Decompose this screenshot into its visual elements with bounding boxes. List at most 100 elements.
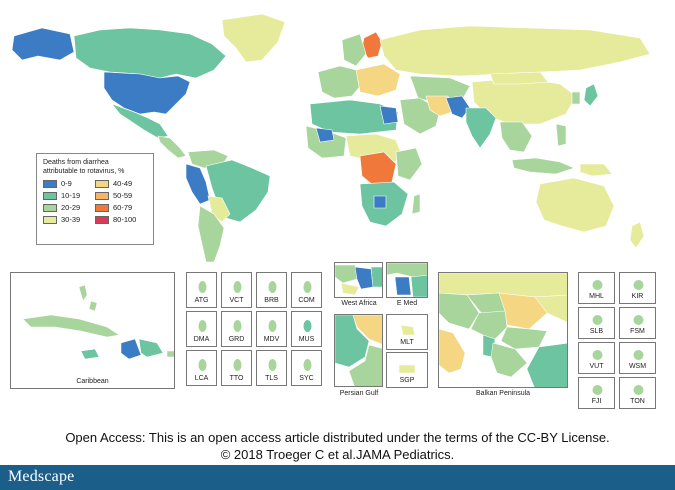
region-western-europe [317,65,363,99]
island-jamaica [80,348,100,360]
region-north-africa [309,99,399,135]
inset-tls: TLS [256,350,287,386]
island-map [592,280,603,290]
inset-label: MHL [589,293,604,300]
legend-swatch [43,191,57,200]
wa-country-1 [335,264,358,284]
island-map [303,281,312,293]
legend-label: 10-19 [61,191,81,200]
legend-grid: 0-9 40-49 10-19 50-59 20-29 60-79 30-39 [43,179,147,224]
island-shape [303,281,312,293]
inset-label: LCA [194,375,209,382]
legend-item-10-19: 10-19 [43,191,95,200]
island-map [303,359,312,371]
inset-ton: TON [619,377,656,409]
pg-country-1 [352,315,382,345]
inset-label-e-med: E Med [396,300,418,307]
legend-swatch [95,191,109,200]
legend-title-line2: attributable to rotavirus, % [43,168,125,175]
region-alaska [11,27,75,61]
inset-label: BRB [264,297,279,304]
island-map [592,350,603,360]
inset-west-africa [334,262,383,298]
island-map [233,359,242,371]
island-map [268,359,277,371]
world-map [11,13,651,263]
island-map [233,320,242,332]
legend-swatch [43,203,57,212]
region-southeast-asia [499,121,533,153]
island-map [633,280,644,290]
legend-label: 0-9 [61,179,72,188]
region-peru [185,163,211,205]
wa-country-4 [340,282,360,296]
region-canada [73,27,227,79]
inset-label: MDV [263,336,280,343]
balkan-greece [490,342,528,378]
inset-syc: SYC [291,350,322,386]
inset-balkan [438,272,568,388]
island-malta [400,324,416,336]
region-bolivia [207,195,231,223]
island-shape [233,281,242,293]
island-shape [592,350,603,360]
inset-label: ATG [194,297,209,304]
region-mali [315,127,335,143]
legend-label: 60-79 [113,203,133,212]
legend-item-50-59: 50-59 [95,191,147,200]
island-map [233,281,242,293]
region-greenland [221,13,286,63]
legend-label: 80-100 [113,215,137,224]
inset-label: KIR [631,293,644,300]
legend-item-80-100: 80-100 [95,215,147,224]
pg-country-2 [335,315,370,368]
region-new-guinea [579,163,613,177]
island-shape [268,281,277,293]
license-text: Open Access: This is an open access arti… [65,430,610,445]
inset-label-sgp: SGP [399,377,415,384]
region-australia [535,177,615,233]
inset-brb: BRB [256,272,287,308]
island-map [633,350,644,360]
inset-label: VCT [229,297,244,304]
inset-lca: LCA [186,350,217,386]
pg-country-3 [348,344,382,386]
island-shape [633,350,644,360]
inset-e-med [386,262,428,298]
inset-label: FSM [630,328,645,335]
region-japan [583,83,599,107]
em-country-2 [394,276,412,296]
inset-mhl: MHL [578,272,615,304]
legend-swatch [95,215,109,224]
inset-label: TON [630,398,645,405]
legend-label: 50-59 [113,191,133,200]
balkan-map [439,273,567,387]
island-map [633,385,644,395]
island-map [592,315,603,325]
region-eastern-europe [355,63,401,97]
persian-gulf-map [335,315,382,386]
island-map [303,320,312,332]
island-dominican-republic [138,338,164,358]
inset-persian-gulf [334,314,383,387]
region-egypt [379,105,399,125]
inset-mlt: MLT [386,314,428,350]
inset-caribbean: Caribbean [10,272,175,389]
legend-swatch [43,179,57,188]
island-haiti [120,338,142,360]
island-cuba [22,314,120,338]
region-usa [103,71,191,115]
inset-vct: VCT [221,272,252,308]
medscape-brand-bar: Medscape [0,465,675,490]
legend-swatch [43,215,57,224]
inset-tto: TTO [221,350,252,386]
island-shape [233,359,242,371]
inset-label: SLB [589,328,604,335]
island-map [268,281,277,293]
inset-label-persian-gulf: Persian Gulf [339,390,379,397]
island-bahamas-2 [88,300,98,312]
island-shape [198,320,207,332]
region-india [465,107,497,149]
region-central-america [157,135,187,159]
inset-fji: FJI [578,377,615,409]
